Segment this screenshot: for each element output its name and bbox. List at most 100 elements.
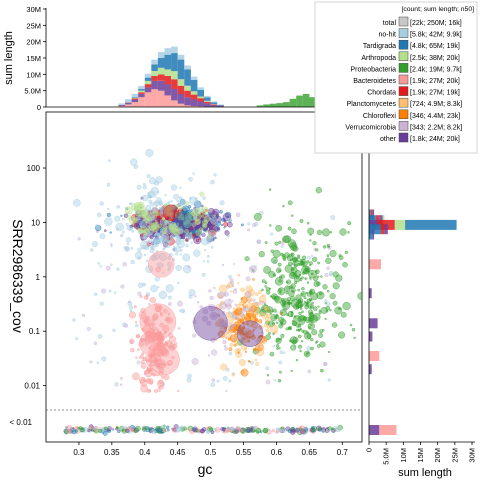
scatter-point: [303, 329, 308, 335]
legend-swatch: [398, 16, 409, 27]
scatter-point: [101, 356, 107, 362]
scatter-point: [106, 182, 111, 187]
scatter-point: [161, 375, 165, 379]
scatter-point: [78, 426, 83, 430]
top-hist-bar: [151, 59, 158, 65]
scatter-point: [139, 220, 148, 228]
scatter-point: [206, 320, 212, 326]
legend-swatch: [398, 109, 409, 120]
scatter-point: [211, 313, 216, 318]
scatter-point: [191, 222, 197, 227]
scatter-point: [201, 315, 208, 322]
scatter-point: [295, 359, 298, 362]
scatter-point: [224, 346, 228, 351]
scatter-point: [303, 316, 308, 321]
scatter-point: [252, 314, 257, 319]
scatter-point: [104, 217, 113, 226]
scatter-point: [309, 291, 313, 294]
top-histogram: 0 5.0M 10M 15M 20M 25M 30M sum length: [3, 5, 362, 112]
scatter-point: [310, 292, 319, 301]
scatter-point: [306, 281, 310, 284]
scatter-point: [108, 159, 111, 162]
legend-item: Planctomycetes [724; 4.9M; 8.3k]: [347, 97, 462, 108]
scatter-point: [253, 212, 262, 221]
scatter-point: [222, 339, 227, 345]
legend-item-stats: [724; 4.9M; 8.3k]: [410, 101, 462, 108]
legend-item: Chordata [1.9k; 27M; 19k]: [367, 86, 460, 97]
scatter-point: [168, 332, 174, 338]
scatter-point: [132, 221, 139, 228]
scatter-point: [107, 207, 110, 211]
scatter-point: [102, 427, 107, 433]
scatter-point: [229, 334, 238, 343]
top-hist-bar: [118, 105, 125, 106]
legend-header: [count; sum length; n50]: [401, 6, 474, 13]
scatter-point: [237, 282, 240, 285]
scatter-point: [66, 424, 73, 431]
scatter-point: [154, 303, 158, 306]
scatter-point: [310, 346, 314, 351]
scatter-point: [106, 212, 111, 217]
scatter-point: [224, 220, 227, 223]
scatter-point: [258, 319, 263, 324]
scatter-point: [255, 301, 259, 306]
scatter-point: [158, 252, 167, 261]
legend-item-name: Proteobacteria: [350, 66, 396, 73]
scatter-point: [175, 210, 194, 230]
legend-item-name: Planctomycetes: [347, 101, 397, 108]
scatter-point: [252, 298, 256, 302]
top-hist-bar: [171, 89, 178, 101]
legend-swatch: [398, 28, 409, 38]
top-hist-bar: [283, 102, 290, 107]
scatter-point: [326, 302, 331, 307]
right-hist-bar: [379, 425, 397, 435]
scatter-point: [145, 148, 154, 157]
right-hist-bar: [369, 364, 372, 375]
scatter-point: [232, 323, 236, 328]
scatter-point: [329, 293, 336, 300]
scatter-point: [144, 379, 148, 382]
scatter-point: [227, 284, 231, 288]
scatter-point: [146, 359, 149, 362]
top-hist-tick-label: 15M: [26, 54, 41, 63]
scatter-point: [137, 348, 140, 351]
scatter-point: [330, 215, 336, 220]
scatter-point: [294, 280, 298, 285]
scatter-point: [316, 229, 323, 236]
scatter-point: [301, 329, 305, 333]
scatter-point: [138, 356, 142, 359]
scatter-point: [252, 329, 255, 332]
scatter-point: [146, 367, 150, 371]
scatter-point: [221, 223, 224, 227]
scatter-point: [266, 374, 270, 377]
scatter-point: [238, 301, 243, 306]
scatter-point: [168, 266, 171, 270]
scatter-point: [257, 344, 261, 348]
scatter-point: [156, 328, 160, 331]
top-hist-tick-label: 5.0M: [24, 87, 41, 96]
scatter-point: [191, 211, 196, 217]
scatter-point: [235, 303, 241, 309]
top-hist-bar: [118, 103, 125, 105]
scatter-point: [325, 257, 332, 264]
scatter-point: [201, 237, 209, 246]
scatter-point: [319, 341, 326, 348]
scatter-point: [300, 291, 307, 297]
scatter-point: [141, 245, 146, 250]
scatter-point: [139, 338, 144, 343]
scatter-point: [268, 270, 275, 278]
scatter-point: [130, 158, 138, 166]
legend-item: total [22k; 250M; 16k]: [383, 16, 462, 27]
top-hist-bar: [289, 98, 297, 107]
scatter-point: [262, 427, 269, 434]
scatter-point: [226, 216, 229, 219]
scatter-point: [172, 247, 177, 252]
scatter-point: [259, 430, 263, 434]
scatter-point: [284, 252, 290, 258]
scatter-point: [280, 333, 285, 338]
scatter-point: [86, 326, 91, 331]
scatter-point: [332, 282, 340, 290]
scatter-point: [269, 312, 272, 315]
scatter-point: [291, 320, 294, 323]
scatter-point: [290, 314, 294, 318]
